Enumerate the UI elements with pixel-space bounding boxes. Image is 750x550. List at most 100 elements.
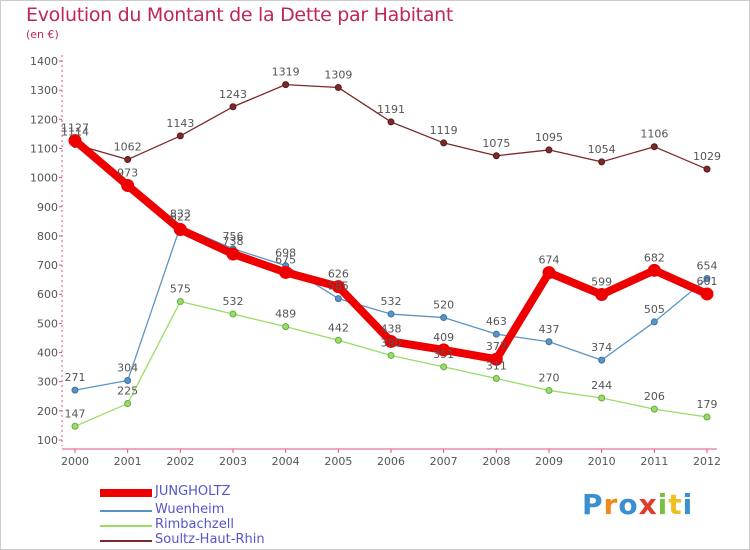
data-label-rimbachzell: 532 <box>223 295 244 308</box>
data-point-wuenheim <box>545 338 553 346</box>
y-tick-label: 800 <box>37 230 58 243</box>
data-label-soultz-haut-rhin: 1095 <box>535 131 563 144</box>
data-label-rimbachzell: 206 <box>644 390 665 403</box>
data-label-soultz-haut-rhin: 1062 <box>114 141 142 154</box>
data-point-rimbachzell <box>440 363 448 371</box>
data-point-jungholtz <box>279 265 293 279</box>
data-point-rimbachzell <box>229 310 237 318</box>
x-tick-label: 2011 <box>640 455 668 468</box>
data-point-rimbachzell <box>124 400 132 408</box>
data-label-jungholtz: 973 <box>117 166 138 179</box>
data-point-soultz-haut-rhin <box>545 146 553 154</box>
series-line-wuenheim <box>74 225 708 391</box>
data-label-rimbachzell: 147 <box>65 407 86 420</box>
data-point-rimbachzell <box>334 336 342 344</box>
data-label-soultz-haut-rhin: 1319 <box>272 66 300 79</box>
data-label-soultz-haut-rhin: 1191 <box>377 103 405 116</box>
data-label-jungholtz: 601 <box>697 275 718 288</box>
data-point-rimbachzell <box>598 394 606 402</box>
chart-title: Evolution du Montant de la Dette par Hab… <box>26 4 454 26</box>
data-label-wuenheim: 374 <box>591 341 612 354</box>
data-point-rimbachzell <box>650 405 658 413</box>
data-label-soultz-haut-rhin: 1243 <box>219 88 247 101</box>
data-point-jungholtz <box>121 178 135 192</box>
data-point-soultz-haut-rhin <box>334 84 342 92</box>
data-point-jungholtz <box>595 288 609 302</box>
data-point-rimbachzell <box>71 422 79 430</box>
data-label-jungholtz: 438 <box>381 322 402 335</box>
y-tick-label: 200 <box>37 405 58 418</box>
data-label-wuenheim: 654 <box>697 259 718 272</box>
legend-item-rimbachzell: Rimbachzell <box>100 517 340 533</box>
y-tick-label: 700 <box>37 259 58 272</box>
x-tick-label: 2009 <box>535 455 563 468</box>
data-label-rimbachzell: 179 <box>697 398 718 411</box>
data-label-soultz-haut-rhin: 1119 <box>430 124 458 137</box>
legend-label: JUNGHOLTZ <box>155 484 231 499</box>
data-label-jungholtz: 674 <box>539 254 560 267</box>
legend-item-jungholtz: JUNGHOLTZ <box>100 484 340 500</box>
data-label-rimbachzell: 225 <box>117 385 138 398</box>
data-label-wuenheim: 437 <box>539 323 560 336</box>
data-label-rimbachzell: 311 <box>486 359 507 372</box>
data-label-jungholtz: 377 <box>486 340 507 353</box>
data-label-wuenheim: 532 <box>381 295 402 308</box>
x-tick-label: 2004 <box>272 455 300 468</box>
data-point-rimbachzell <box>703 413 711 421</box>
data-label-wuenheim: 833 <box>170 207 191 220</box>
data-label-jungholtz: 822 <box>170 211 191 224</box>
data-point-wuenheim <box>703 274 711 282</box>
y-tick-label: 300 <box>37 376 58 389</box>
data-label-rimbachzell: 351 <box>433 348 454 361</box>
data-label-jungholtz: 738 <box>223 235 244 248</box>
data-point-soultz-haut-rhin <box>598 158 606 166</box>
data-point-jungholtz <box>489 352 503 366</box>
data-point-rimbachzell <box>282 323 290 331</box>
proxiti-logo: Proxiti <box>582 488 694 521</box>
data-label-jungholtz: 675 <box>275 253 296 266</box>
y-tick-label: 400 <box>37 347 58 360</box>
y-tick-label: 1400 <box>30 55 58 68</box>
x-tick-label: 2001 <box>114 455 142 468</box>
data-label-wuenheim: 304 <box>117 362 138 375</box>
data-label-rimbachzell: 489 <box>275 308 296 321</box>
data-point-wuenheim <box>598 356 606 364</box>
data-label-rimbachzell: 575 <box>170 283 191 296</box>
y-tick-label: 600 <box>37 288 58 301</box>
data-point-jungholtz <box>68 134 82 148</box>
data-label-wuenheim: 505 <box>644 303 665 316</box>
data-label-jungholtz: 1127 <box>61 122 89 135</box>
legend-label: Soultz-Haut-Rhin <box>155 532 265 547</box>
data-point-jungholtz <box>647 263 661 277</box>
x-tick-label: 2000 <box>61 455 89 468</box>
data-label-jungholtz: 599 <box>591 276 612 289</box>
legend-swatch <box>100 489 152 497</box>
data-label-jungholtz: 409 <box>433 331 454 344</box>
legend-swatch <box>100 525 152 527</box>
x-tick-label: 2005 <box>324 455 352 468</box>
y-tick-label: 1100 <box>30 142 58 155</box>
data-label-wuenheim: 520 <box>433 299 454 312</box>
data-point-wuenheim <box>334 295 342 303</box>
data-label-soultz-haut-rhin: 1309 <box>324 69 352 82</box>
data-label-soultz-haut-rhin: 1114 <box>61 125 89 138</box>
legend-swatch <box>100 510 152 512</box>
data-point-wuenheim <box>387 310 395 318</box>
data-point-soultz-haut-rhin <box>387 118 395 126</box>
data-point-soultz-haut-rhin <box>176 132 184 140</box>
data-label-wuenheim: 271 <box>65 371 86 384</box>
data-label-jungholtz: 682 <box>644 251 665 264</box>
data-label-wuenheim: 756 <box>223 230 244 243</box>
data-point-wuenheim <box>650 318 658 326</box>
data-label-wuenheim: 463 <box>486 315 507 328</box>
x-tick-label: 2002 <box>166 455 194 468</box>
data-label-soultz-haut-rhin: 1143 <box>166 117 194 130</box>
chart-unit: (en €) <box>26 28 59 41</box>
legend-label: Rimbachzell <box>155 517 234 532</box>
data-point-wuenheim <box>71 386 79 394</box>
series-line-rimbachzell <box>74 300 708 427</box>
x-tick-label: 2006 <box>377 455 405 468</box>
data-point-soultz-haut-rhin <box>124 156 132 164</box>
data-label-soultz-haut-rhin: 1106 <box>640 128 668 141</box>
